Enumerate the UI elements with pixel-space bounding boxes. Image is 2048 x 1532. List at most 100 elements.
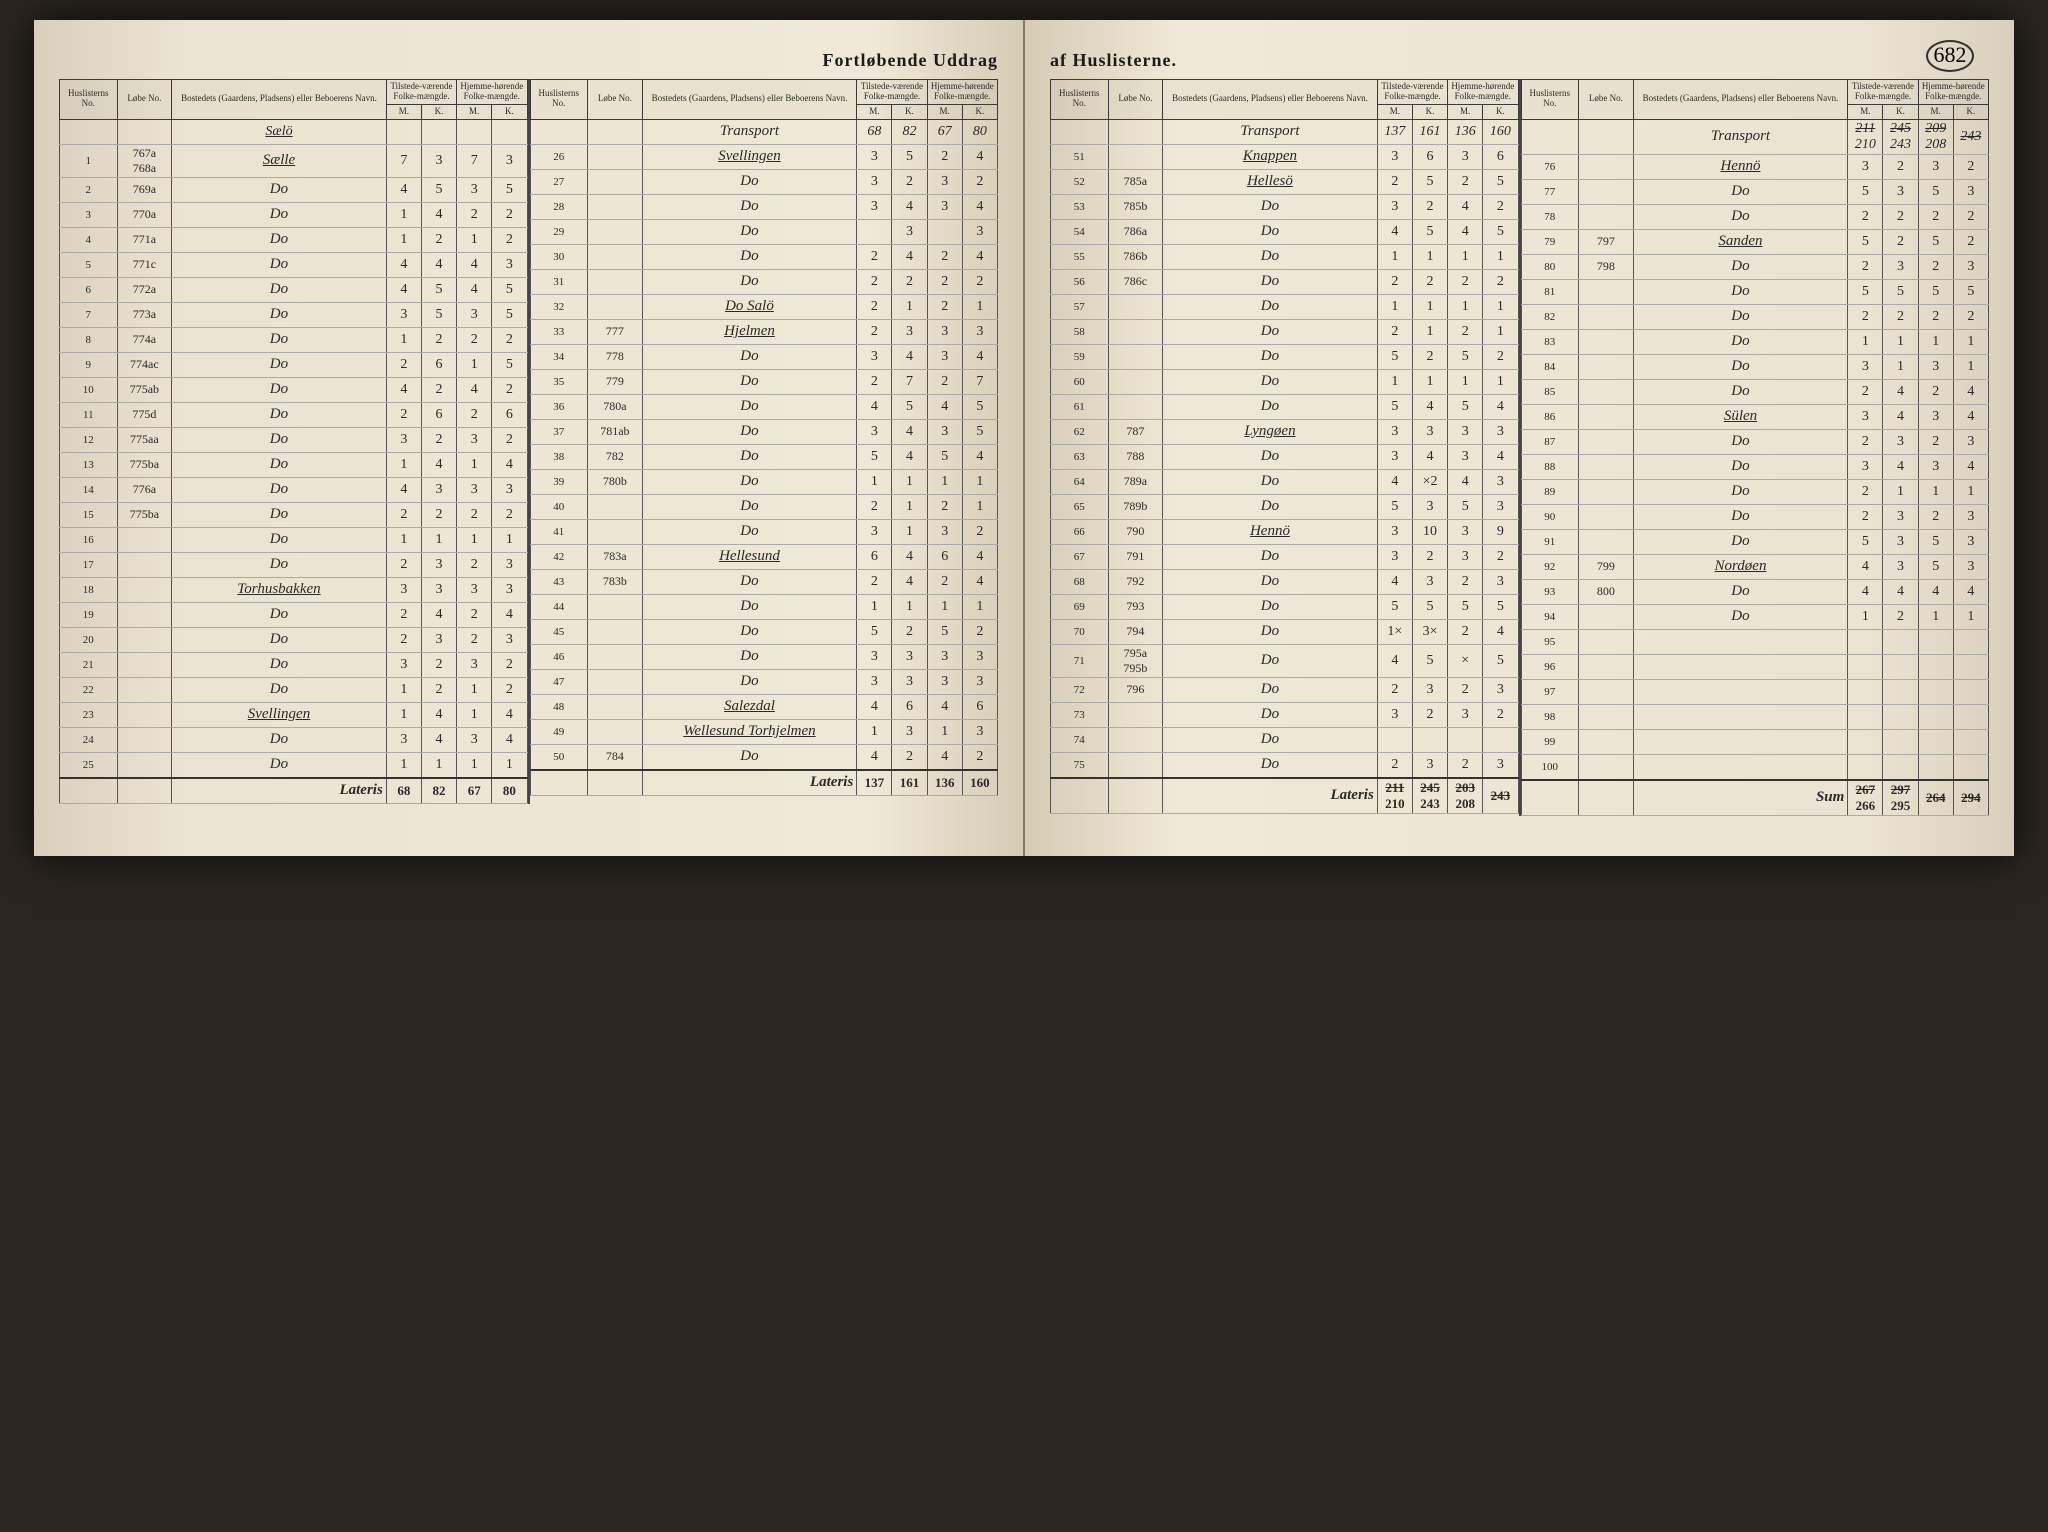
hdr-k2: K. xyxy=(1483,104,1518,119)
row-lobe: 790 xyxy=(1108,519,1163,544)
row-k2: 5 xyxy=(962,419,997,444)
table-row: 37 781ab Do 3 4 3 5 xyxy=(530,419,998,444)
row-lobe xyxy=(1579,479,1634,504)
row-m2: 1 xyxy=(457,677,492,702)
row-m1: 3 xyxy=(1377,444,1412,469)
row-num: 69 xyxy=(1051,594,1109,619)
row-m2: 5 xyxy=(1918,279,1953,304)
table-row: 55 786b Do 1 1 1 1 xyxy=(1051,244,1519,269)
row-num: 14 xyxy=(60,477,118,502)
row-k1: 5 xyxy=(1412,644,1447,677)
row-m1 xyxy=(1848,629,1883,654)
row-num: 63 xyxy=(1051,444,1109,469)
row-k2: 2 xyxy=(492,652,527,677)
row-m1: 5 xyxy=(1377,594,1412,619)
row-name: Do xyxy=(642,194,857,219)
row-lobe: 785b xyxy=(1108,194,1163,219)
row-num: 54 xyxy=(1051,219,1109,244)
row-k1: 2 xyxy=(421,227,456,252)
row-lobe: 772a xyxy=(117,277,172,302)
row-m1: 4 xyxy=(386,252,421,277)
table-row: 46 Do 3 3 3 3 xyxy=(530,644,998,669)
row-k1 xyxy=(1412,727,1447,752)
row-m2: 2 xyxy=(1918,504,1953,529)
row-m1: 2 xyxy=(1848,304,1883,329)
row-k1: 4 xyxy=(1883,454,1918,479)
row-num: 67 xyxy=(1051,544,1109,569)
row-m1: 2 xyxy=(857,319,892,344)
row-m2: 2 xyxy=(927,294,962,319)
row-k2: 5 xyxy=(1483,219,1518,244)
row-name: Do xyxy=(1633,379,1848,404)
row-lobe: 788 xyxy=(1108,444,1163,469)
row-k2: 3 xyxy=(492,577,527,602)
row-k2: 1 xyxy=(962,494,997,519)
row-m2: 1 xyxy=(1918,329,1953,354)
table-row: 66 790 Hennö 3 10 3 9 xyxy=(1051,519,1519,544)
row-m2: 3 xyxy=(1918,404,1953,429)
row-m2 xyxy=(1448,727,1483,752)
row-m2: 4 xyxy=(457,252,492,277)
row-num: 12 xyxy=(60,427,118,452)
row-lobe xyxy=(1108,394,1163,419)
table-row: 3 770a Do 1 4 2 2 xyxy=(60,202,528,227)
row-k2: 2 xyxy=(962,519,997,544)
row-num: 27 xyxy=(530,169,588,194)
row-k1: 5 xyxy=(421,302,456,327)
row-m2: 3 xyxy=(457,727,492,752)
table-row: 90 Do 2 3 2 3 xyxy=(1521,504,1989,529)
row-lobe: 775aa xyxy=(117,427,172,452)
row-lobe xyxy=(1108,344,1163,369)
row-lobe: 800 xyxy=(1579,579,1634,604)
row-m1: 3 xyxy=(857,419,892,444)
row-m1: 3 xyxy=(386,577,421,602)
row-k2 xyxy=(1953,729,1988,754)
row-k1: 3 xyxy=(892,669,927,694)
row-m2: 2 xyxy=(1448,677,1483,702)
row-m1: 2 xyxy=(1377,169,1412,194)
row-m2: 3 xyxy=(1448,419,1483,444)
row-m1: 5 xyxy=(1848,529,1883,554)
table-row: 29 Do 3 3 xyxy=(530,219,998,244)
row-lobe xyxy=(588,644,643,669)
row-m1: 5 xyxy=(1848,229,1883,254)
hdr-huslisterns: Huslisterns No. xyxy=(60,80,118,120)
table-row: 45 Do 5 2 5 2 xyxy=(530,619,998,644)
row-name: Do xyxy=(642,444,857,469)
row-k1: 1 xyxy=(1883,329,1918,354)
row-lobe xyxy=(117,577,172,602)
row-m1: 1 xyxy=(857,719,892,744)
row-m2: 3 xyxy=(927,344,962,369)
row-lobe xyxy=(588,594,643,619)
row-num: 87 xyxy=(1521,429,1579,454)
hdr-tilstede: Tilstede-værende Folke-mængde. xyxy=(1377,80,1447,105)
row-num: 76 xyxy=(1521,154,1579,179)
row-m1: 3 xyxy=(857,519,892,544)
row-num: 60 xyxy=(1051,369,1109,394)
row-m1 xyxy=(1848,754,1883,780)
table-row: 38 782 Do 5 4 5 4 xyxy=(530,444,998,469)
row-name: Do xyxy=(1163,619,1378,644)
row-m1: 5 xyxy=(857,619,892,644)
row-lobe: 789b xyxy=(1108,494,1163,519)
section-heading: Sælö xyxy=(172,119,387,144)
row-name: Do xyxy=(172,727,387,752)
row-num: 88 xyxy=(1521,454,1579,479)
row-name: Do xyxy=(642,644,857,669)
hdr-huslisterns: Huslisterns No. xyxy=(1051,80,1109,120)
row-lobe xyxy=(588,219,643,244)
table-row: 20 Do 2 3 2 3 xyxy=(60,627,528,652)
row-num: 39 xyxy=(530,469,588,494)
row-m1: 2 xyxy=(857,269,892,294)
row-num: 10 xyxy=(60,377,118,402)
row-name: Do xyxy=(642,469,857,494)
right-col-a: Huslisterns No. Løbe No. Bostedets (Gaar… xyxy=(1050,79,1521,816)
row-m1 xyxy=(1848,679,1883,704)
row-k1: 6 xyxy=(1412,144,1447,169)
row-k1: 4 xyxy=(892,244,927,269)
row-name: Do xyxy=(172,677,387,702)
row-m2: 2 xyxy=(1918,379,1953,404)
row-m2 xyxy=(1918,654,1953,679)
row-lobe xyxy=(1579,679,1634,704)
row-k1: 4 xyxy=(892,544,927,569)
